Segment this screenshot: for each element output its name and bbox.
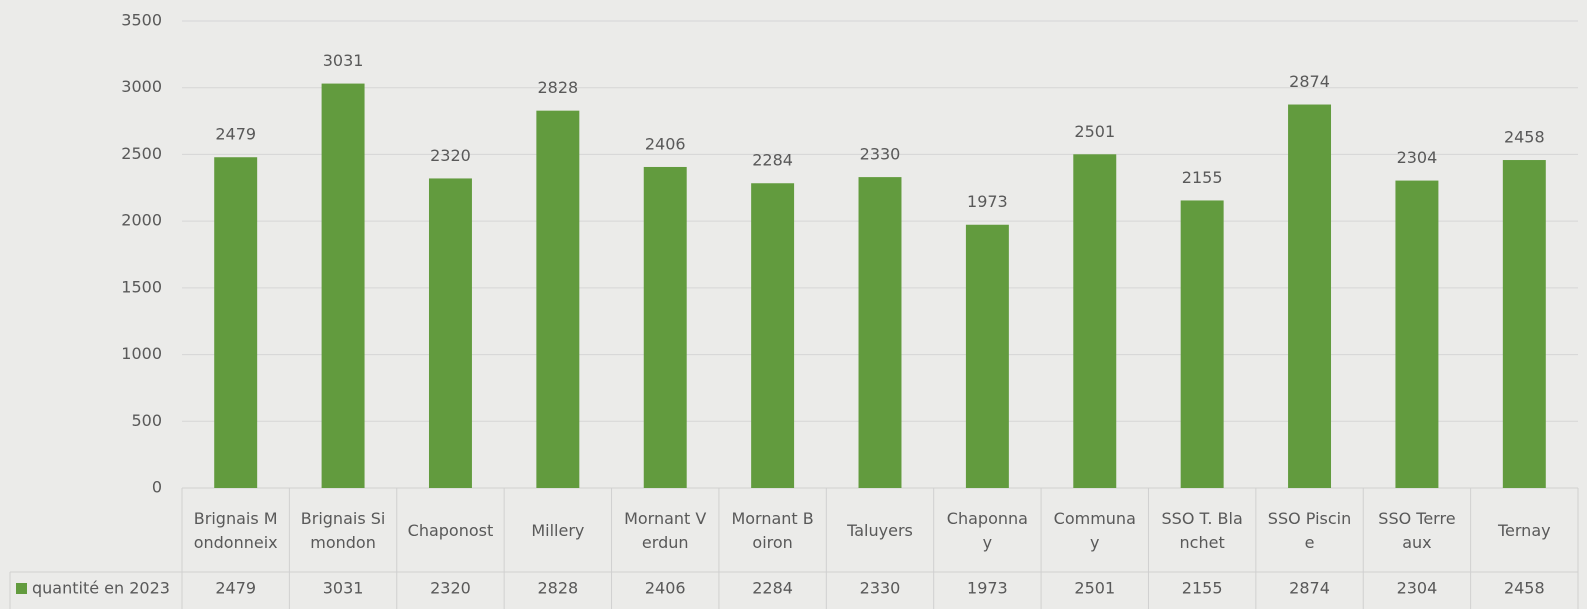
table-value: 2304 xyxy=(1397,579,1438,598)
bar xyxy=(1395,180,1439,488)
x-tick-label: Mornant Verdun xyxy=(624,509,707,552)
bar xyxy=(751,183,795,488)
table-value: 2874 xyxy=(1289,579,1330,598)
data-label: 3031 xyxy=(323,51,364,70)
y-tick-label: 2000 xyxy=(121,211,162,230)
data-label: 2155 xyxy=(1182,168,1223,187)
bar xyxy=(536,110,580,488)
bar xyxy=(428,178,472,488)
x-tick-label: Mornant Boiron xyxy=(731,509,814,552)
x-tick-label: SSO Terreaux xyxy=(1378,509,1456,552)
data-label: 1973 xyxy=(967,192,1008,211)
y-tick-label: 3500 xyxy=(121,11,162,30)
bar xyxy=(214,157,258,488)
table-value: 2828 xyxy=(537,579,578,598)
data-label: 2406 xyxy=(645,134,686,153)
data-label: 2320 xyxy=(430,146,471,165)
bar xyxy=(1073,154,1117,488)
table-value: 1973 xyxy=(967,579,1008,598)
x-tick-label: Chaponnay xyxy=(946,509,1028,552)
bar xyxy=(321,83,365,488)
bar xyxy=(1502,160,1546,488)
y-tick-label: 1000 xyxy=(121,344,162,363)
bar xyxy=(1180,200,1224,488)
x-tick-label: Communay xyxy=(1053,509,1136,552)
table-value: 2479 xyxy=(215,579,256,598)
table-value: 2458 xyxy=(1504,579,1545,598)
x-tick-label: Ternay xyxy=(1497,521,1551,540)
bar xyxy=(1288,104,1332,489)
table-value: 2406 xyxy=(645,579,686,598)
x-tick-label: Chaponost xyxy=(407,521,494,540)
x-tick-label: SSO Piscine xyxy=(1267,509,1352,552)
data-label: 2304 xyxy=(1397,148,1438,167)
y-tick-label: 500 xyxy=(131,411,162,430)
bar xyxy=(858,177,902,488)
data-label: 2501 xyxy=(1074,122,1115,141)
x-tick-label: Brignais Simondon xyxy=(300,509,386,552)
x-tick-label: Brignais Mondonneix xyxy=(193,509,278,552)
data-label: 2284 xyxy=(752,151,793,170)
table-value: 2501 xyxy=(1074,579,1115,598)
data-label: 2458 xyxy=(1504,128,1545,147)
legend-key xyxy=(16,583,27,594)
table-value: 2155 xyxy=(1182,579,1223,598)
table-value: 2330 xyxy=(860,579,901,598)
bar xyxy=(965,224,1009,488)
table-value: 2320 xyxy=(430,579,471,598)
bar xyxy=(643,166,687,488)
y-tick-label: 2500 xyxy=(121,144,162,163)
x-tick-label: Taluyers xyxy=(847,521,913,540)
data-label: 2828 xyxy=(537,78,578,97)
data-label: 2330 xyxy=(860,145,901,164)
table-value: 3031 xyxy=(323,579,364,598)
data-label: 2874 xyxy=(1289,72,1330,91)
x-tick-label: Millery xyxy=(531,521,585,540)
y-tick-label: 3000 xyxy=(121,77,162,96)
table-value: 2284 xyxy=(752,579,793,598)
y-tick-label: 1500 xyxy=(121,277,162,296)
data-label: 2479 xyxy=(215,125,256,144)
legend-label: quantité en 2023 xyxy=(32,579,170,598)
y-tick-label: 0 xyxy=(152,478,162,497)
x-tick-label: SSO T. Blanchet xyxy=(1161,509,1243,552)
